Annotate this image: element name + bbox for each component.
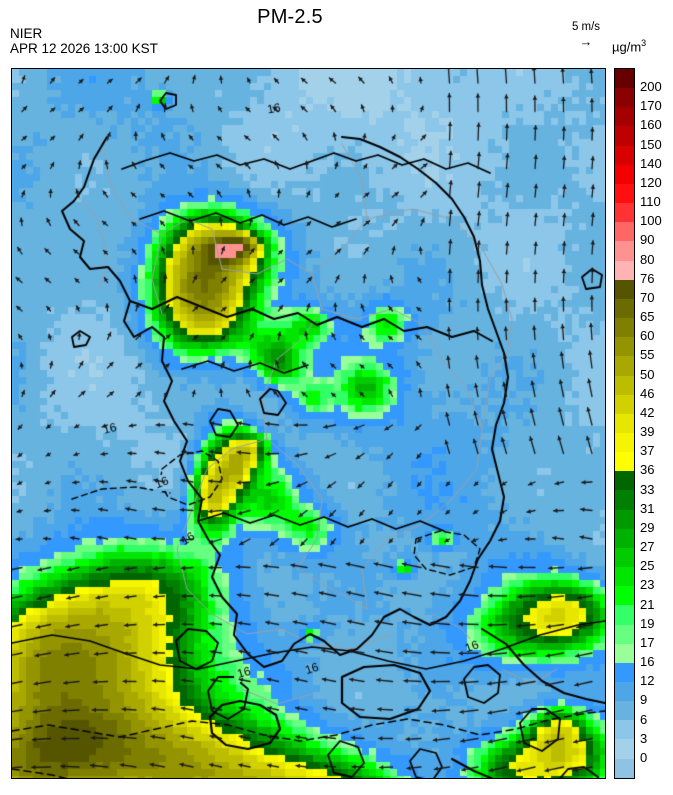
- colorbar[interactable]: [614, 68, 635, 779]
- colorbar-tick-label: 21: [640, 596, 655, 612]
- colorbar-band: [615, 509, 634, 529]
- colorbar-tick-label: 42: [640, 404, 655, 420]
- colorbar-band: [615, 145, 634, 165]
- colorbar-tick-label: 25: [640, 558, 655, 574]
- colorbar-band: [615, 739, 634, 759]
- colorbar-tick-label: 76: [640, 270, 655, 286]
- colorbar-band: [615, 605, 634, 625]
- units-label: µg/m3: [612, 38, 646, 54]
- colorbar-tick-label: 19: [640, 615, 655, 631]
- colorbar-band: [615, 375, 634, 395]
- units-exponent: 3: [641, 38, 647, 48]
- colorbar-band: [615, 547, 634, 568]
- colorbar-tick-label: 3: [640, 730, 648, 746]
- colorbar-band: [615, 356, 634, 376]
- colorbar-tick-label: 23: [640, 577, 655, 593]
- colorbar-band: [615, 643, 634, 663]
- colorbar-band: [615, 586, 634, 606]
- colorbar-band: [615, 164, 634, 184]
- colorbar-tick-label: 27: [640, 539, 655, 555]
- colorbar-band: [615, 183, 634, 204]
- colorbar-tick-label: 9: [640, 692, 648, 708]
- colorbar-band: [615, 222, 634, 242]
- colorbar-tick-label: 33: [640, 481, 655, 497]
- colorbar-band: [615, 88, 634, 108]
- colorbar-band: [615, 758, 634, 778]
- colorbar-tick-label: 140: [640, 155, 662, 171]
- colorbar-band: [615, 107, 634, 127]
- colorbar-tick-label: 100: [640, 213, 662, 229]
- colorbar-band: [615, 413, 634, 433]
- map-canvas[interactable]: [11, 68, 606, 779]
- wind-vector-layer: [12, 69, 605, 778]
- colorbar-tick-label: 29: [640, 519, 655, 535]
- colorbar-band: [615, 241, 634, 261]
- colorbar-tick-label: 150: [640, 136, 662, 152]
- colorbar-tick-label: 17: [640, 634, 655, 650]
- colorbar-band: [615, 452, 634, 472]
- colorbar-band: [615, 260, 634, 280]
- colorbar-band: [615, 490, 634, 510]
- colorbar-tick-label: 39: [640, 424, 655, 440]
- colorbar-tick-label: 6: [640, 711, 648, 727]
- colorbar-tick-label: 16: [640, 654, 655, 670]
- colorbar-tick-label: 160: [640, 117, 662, 133]
- colorbar-tick-label: 36: [640, 462, 655, 478]
- colorbar-band: [615, 318, 634, 338]
- colorbar-tick-label: 50: [640, 366, 655, 382]
- colorbar-tick-label: 65: [640, 309, 655, 325]
- colorbar-tick-label: 170: [640, 98, 662, 114]
- colorbar-tick-label: 37: [640, 443, 655, 459]
- colorbar-tick-label: 120: [640, 174, 662, 190]
- colorbar-band: [615, 471, 634, 491]
- colorbar-band: [615, 720, 634, 740]
- colorbar-band: [615, 337, 634, 357]
- agency-label: NIER: [10, 26, 43, 41]
- colorbar-tick-label: 55: [640, 347, 655, 363]
- units-text: µg/m: [612, 39, 642, 55]
- colorbar-band: [615, 279, 634, 299]
- colorbar-tick-label: 60: [640, 328, 655, 344]
- colorbar-labels: 200 170 160 150 140 120 110 100 90 80 76 70 65 60 55 50…: [640, 68, 673, 779]
- colorbar-band: [615, 298, 634, 319]
- colorbar-band: [615, 662, 634, 682]
- colorbar-band: [615, 528, 634, 548]
- colorbar-tick-label: 110: [640, 194, 661, 210]
- colorbar-tick-label: 70: [640, 289, 655, 305]
- colorbar-tick-label: 46: [640, 385, 655, 401]
- colorbar-tick-label: 200: [640, 79, 662, 95]
- colorbar-band: [615, 126, 634, 146]
- colorbar-tick-label: 90: [640, 232, 655, 248]
- colorbar-tick-label: 0: [640, 749, 648, 765]
- colorbar-band: [615, 567, 634, 587]
- colorbar-tick-label: 31: [640, 500, 655, 516]
- colorbar-band: [615, 701, 634, 721]
- colorbar-tick-label: 12: [640, 673, 655, 689]
- wind-reference-speed-label: 5 m/s: [571, 21, 601, 33]
- colorbar-band: [615, 69, 634, 89]
- colorbar-band: [615, 624, 634, 644]
- colorbar-band: [615, 394, 634, 414]
- page-title: PM-2.5: [257, 6, 323, 28]
- colorbar-tick-label: 80: [640, 251, 655, 267]
- wind-reference-arrow-icon: →: [579, 34, 593, 49]
- colorbar-band: [615, 682, 634, 702]
- colorbar-band: [615, 432, 634, 453]
- datetime-label: APR 12 2026 13:00 KST: [10, 41, 158, 56]
- colorbar-band: [615, 203, 634, 223]
